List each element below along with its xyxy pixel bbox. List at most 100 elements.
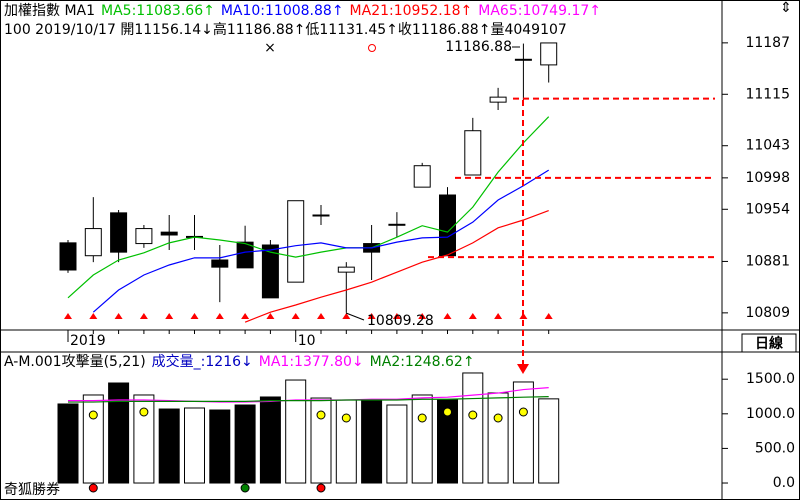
- candle-body: [489, 96, 507, 103]
- y-tick-label: 11043: [745, 138, 790, 154]
- volume-bar: [487, 392, 509, 484]
- candle-body: [59, 242, 77, 271]
- signal-marker: [544, 313, 553, 319]
- candle-body: [464, 130, 482, 176]
- y-tick-label: 500.0: [755, 440, 795, 456]
- ma-line: [92, 169, 550, 313]
- legend-row: A-M.001攻擊量(5,21) 成交量_:1216↓ MA1:1377.80↓ MA…: [4, 353, 475, 370]
- candle-body: [337, 266, 355, 273]
- signal-marker: [89, 313, 98, 319]
- volume-bar: [411, 394, 433, 484]
- y-tick-label: 10998: [745, 170, 790, 186]
- marker-o: [368, 44, 376, 52]
- signal-dot: [316, 483, 326, 493]
- signal-marker: [443, 313, 452, 319]
- ma-line: [67, 116, 550, 299]
- volume-bar: [462, 372, 484, 484]
- footer: 奇狐勝券: [4, 481, 60, 498]
- volume-bar: [57, 403, 79, 484]
- signal-dot: [240, 483, 250, 493]
- y-tick-label: 0.0: [773, 475, 795, 491]
- info-row: 100 2019/10/17 開11156.14↓高11186.88↑低1113…: [4, 21, 567, 38]
- candle-body: [514, 58, 532, 61]
- candle-body: [312, 214, 330, 217]
- y-tick-label: 1500.0: [746, 371, 795, 387]
- candle-body: [261, 244, 279, 299]
- signal-marker: [139, 313, 148, 319]
- volume-bar: [512, 381, 534, 484]
- signal-dot: [417, 413, 427, 423]
- annotation: 10809.28: [367, 313, 434, 329]
- signal-dot: [493, 413, 503, 423]
- signal-marker: [468, 313, 477, 319]
- signal-dot: [316, 410, 326, 420]
- signal-marker: [241, 313, 250, 319]
- volume-bar: [538, 398, 560, 484]
- signal-marker: [215, 313, 224, 319]
- y-tick-label: 10809: [745, 305, 790, 321]
- candle-body: [287, 200, 305, 283]
- volume-bar: [259, 396, 281, 484]
- legend-entry: MA65:10749.17↑: [478, 3, 601, 19]
- legend-row: 加權指數 MA1 MA5:11083.66↑ MA10:11008.88↑ MA21:…: [4, 3, 601, 19]
- y-tick-label: 11115: [745, 86, 790, 102]
- candle-body: [160, 231, 178, 236]
- signal-dot: [518, 407, 528, 417]
- volume-bar: [234, 404, 256, 484]
- signal-marker: [342, 313, 351, 319]
- candle-body: [110, 212, 128, 253]
- volume-bar: [335, 399, 357, 484]
- signal-marker: [392, 313, 401, 319]
- volume-bar: [82, 394, 104, 484]
- volume-bar: [133, 394, 155, 484]
- signal-dot: [88, 483, 98, 493]
- y-tick-label: 1000.0: [746, 406, 795, 422]
- volume-bar: [386, 404, 408, 484]
- x-tick-label: 2019: [70, 333, 106, 349]
- signal-marker: [291, 313, 300, 319]
- legend-entry: MA21:10952.18↑: [350, 3, 473, 19]
- info: 100 2019/10/17 開11156.14↓高11186.88↑低1113…: [4, 21, 567, 38]
- legend-entry: 成交量_:1216↓: [152, 353, 253, 370]
- annotation: 11186.88: [445, 39, 512, 55]
- ma-line: [68, 387, 549, 403]
- signal-marker: [190, 313, 199, 319]
- volume-bar: [437, 399, 458, 484]
- volume-bar: [209, 409, 231, 484]
- candle-body: [388, 223, 406, 226]
- signal-marker: [266, 313, 275, 319]
- scroll-icon[interactable]: ⇕: [780, 0, 792, 16]
- arrow-head: [517, 364, 529, 374]
- candle-body: [84, 228, 102, 257]
- candle-body: [211, 259, 229, 268]
- marker-x: ×: [264, 40, 276, 56]
- signal-dot: [341, 413, 351, 423]
- signal-dot: [88, 410, 98, 420]
- legend-entry: MA5:11083.66↑: [101, 3, 215, 19]
- signal-marker: [494, 313, 503, 319]
- signal-marker: [165, 313, 174, 319]
- volume-bar: [158, 408, 180, 484]
- signal-marker: [418, 313, 427, 319]
- period-box: [741, 333, 797, 353]
- ma-line: [68, 395, 549, 403]
- volume-bar: [361, 399, 383, 484]
- y-tick-label: 11187: [745, 35, 790, 51]
- candle-body: [439, 194, 456, 257]
- signal-marker: [114, 313, 123, 319]
- period-label: 日線: [755, 335, 783, 352]
- signal-dot: [443, 407, 452, 417]
- signal-marker: [367, 313, 376, 319]
- candle-body: [413, 165, 431, 188]
- legend-entry: MA2:1248.62↑: [370, 354, 475, 370]
- volume-bar: [184, 407, 205, 484]
- candle-body: [540, 42, 558, 66]
- candle-body: [236, 241, 254, 269]
- legend-entry: MA1:1377.80↓: [259, 354, 364, 370]
- volume-bar: [310, 397, 332, 484]
- signal-dot: [468, 410, 478, 420]
- y-tick-label: 10881: [745, 253, 790, 269]
- x-tick-label: 10: [298, 333, 316, 349]
- signal-marker: [317, 313, 325, 319]
